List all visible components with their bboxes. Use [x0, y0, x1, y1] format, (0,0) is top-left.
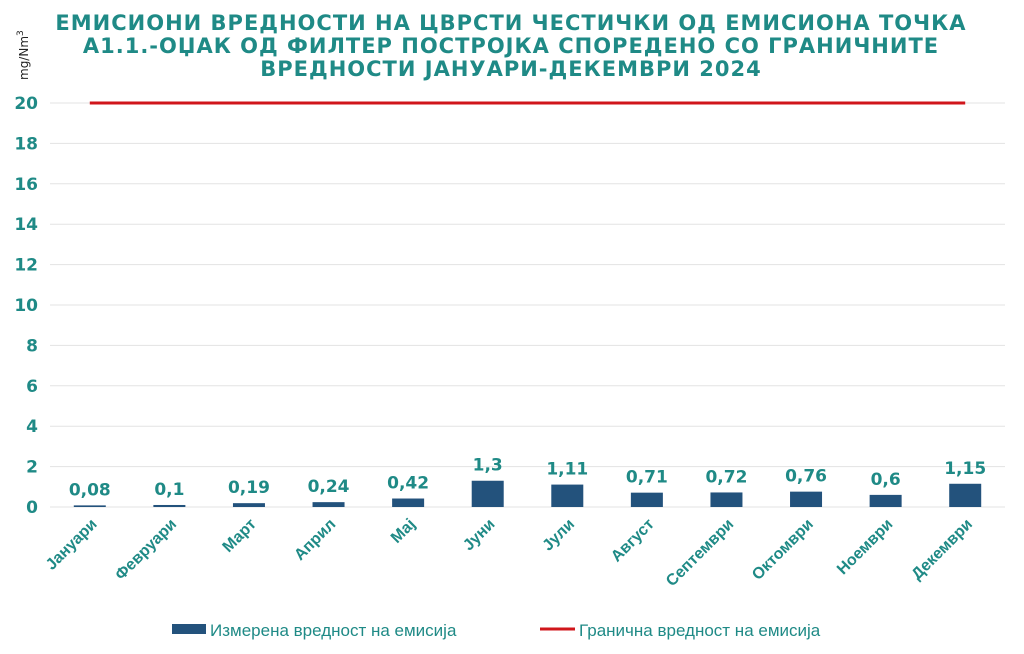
data-label: 0,08	[69, 480, 111, 500]
y-tick-label: 14	[14, 215, 38, 235]
bar-6	[471, 480, 504, 507]
data-label: 0,6	[871, 470, 901, 490]
data-label: 0,71	[626, 468, 668, 488]
x-tick-label: Јули	[540, 516, 579, 555]
x-tick-label: Декември	[909, 516, 977, 584]
chart-title: ЕМИСИОНИ ВРЕДНОСТИ НА ЦВРСТИ ЧЕСТИЧКИ ОД…	[55, 11, 966, 81]
data-label: 1,15	[944, 459, 986, 479]
bar-3	[232, 503, 265, 507]
legend-bar-label: Измерена вредност на емисија	[210, 621, 457, 640]
y-tick-label: 18	[14, 134, 38, 154]
bar-12	[949, 483, 982, 507]
y-tick-label: 10	[14, 296, 38, 316]
legend-bar-swatch	[172, 624, 206, 634]
data-label: 1,3	[473, 456, 503, 476]
x-tick-label: Јануари	[43, 516, 101, 574]
bar-9	[710, 492, 743, 507]
data-label: 0,76	[785, 467, 827, 487]
gridlines	[50, 102, 1005, 508]
x-tick-label: Февруари	[112, 516, 180, 584]
y-tick-label: 2	[26, 458, 38, 478]
chart-title-line-2: А1.1.-ОЏАК ОД ФИЛТЕР ПОСТРОЈКА СПОРЕДЕНО…	[83, 34, 939, 58]
data-label: 0,24	[308, 477, 350, 497]
bars	[73, 480, 982, 507]
bar-8	[630, 492, 663, 507]
y-axis-label: mg/Nm3	[16, 30, 31, 80]
data-label: 0,72	[705, 467, 747, 487]
bar-7	[551, 484, 584, 507]
data-label: 1,11	[546, 460, 588, 480]
y-tick-label: 20	[14, 94, 38, 114]
y-tick-label: 8	[26, 336, 38, 356]
y-tick-label: 16	[14, 175, 38, 195]
bar-11	[869, 494, 902, 507]
bar-4	[312, 502, 345, 507]
x-tick-label: Ноември	[834, 516, 896, 578]
x-tick-label: Јуни	[460, 516, 498, 554]
bar-1	[73, 505, 106, 507]
bar-5	[392, 498, 425, 507]
legend-line-label: Гранична вредност на емисија	[579, 621, 821, 640]
x-tick-label: Мај	[388, 516, 419, 547]
data-label: 0,19	[228, 478, 270, 498]
y-tick-label: 6	[26, 377, 38, 397]
y-axis-unit-superscript: 3	[16, 30, 26, 36]
y-tick-label: 12	[14, 256, 38, 276]
chart-title-line-3: ВРЕДНОСТИ ЈАНУАРИ-ДЕКЕМВРИ 2024	[260, 57, 761, 81]
x-tick-label: Април	[291, 516, 339, 564]
x-tick-label: Октомври	[749, 516, 817, 584]
data-label: 0,1	[154, 480, 184, 500]
chart-title-line-1: ЕМИСИОНИ ВРЕДНОСТИ НА ЦВРСТИ ЧЕСТИЧКИ ОД…	[55, 11, 966, 35]
data-labels: 0,08 0,1 0,19 0,24 0,42 1,3 1,11 0,71 0,72 0,76 0,…	[69, 456, 986, 501]
bar-2	[153, 504, 186, 507]
y-axis-ticks: 0 2 4 6 8 10 12 14 16 18 20	[14, 94, 38, 518]
x-axis-ticks: Јануари Февруари Март Април Мај Јуни Јули Авгус…	[43, 516, 976, 590]
data-label: 0,42	[387, 474, 429, 494]
y-tick-label: 0	[26, 498, 38, 518]
x-tick-label: Август	[608, 516, 658, 566]
x-tick-label: Септември	[663, 516, 737, 590]
y-axis-unit: mg/Nm	[17, 36, 31, 80]
y-tick-label: 4	[26, 417, 38, 437]
x-tick-label: Март	[220, 516, 260, 556]
legend: Измерена вредност на емисија Гранична вр…	[172, 621, 821, 640]
bar-10	[790, 491, 823, 507]
